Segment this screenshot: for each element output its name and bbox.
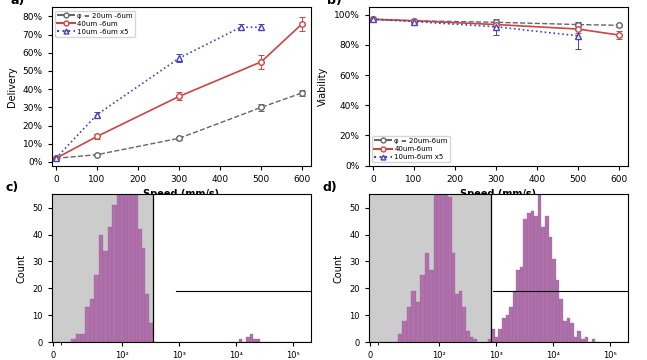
Bar — [146, 294, 149, 342]
Bar — [560, 299, 563, 342]
Bar — [239, 339, 243, 342]
Bar — [459, 291, 463, 342]
Text: a): a) — [10, 0, 25, 7]
Bar — [466, 331, 470, 342]
Bar — [470, 337, 473, 342]
Bar — [76, 334, 80, 342]
Legend: φ = 20um-6um, 40um-6um, 10um-6um x5: φ = 20um-6um, 40um-6um, 10um-6um x5 — [372, 136, 450, 162]
Bar — [570, 323, 574, 342]
Bar — [415, 302, 420, 342]
Bar — [103, 251, 107, 342]
Bar — [94, 275, 98, 342]
Bar — [250, 334, 253, 342]
Bar — [135, 167, 138, 342]
Bar — [149, 323, 153, 342]
Bar — [473, 339, 477, 342]
Bar — [574, 337, 577, 342]
Bar — [523, 219, 527, 342]
Y-axis label: Count: Count — [17, 254, 27, 283]
Bar — [463, 307, 466, 342]
Bar — [138, 229, 142, 342]
Bar — [116, 6, 120, 342]
Bar — [549, 237, 552, 342]
Bar — [411, 291, 415, 342]
Bar — [424, 253, 429, 342]
Bar — [448, 197, 452, 342]
Text: d): d) — [322, 181, 337, 194]
Bar — [545, 216, 549, 342]
Bar — [531, 211, 534, 342]
Bar — [120, 58, 124, 342]
Bar — [516, 270, 520, 342]
Bar — [142, 248, 146, 342]
Bar — [429, 270, 433, 342]
Bar — [257, 339, 260, 342]
Bar — [592, 339, 595, 342]
Bar — [581, 339, 584, 342]
Bar — [71, 339, 76, 342]
Bar — [509, 307, 512, 342]
Bar — [512, 291, 516, 342]
Bar — [52, 194, 153, 342]
Bar — [491, 194, 628, 342]
Bar — [552, 259, 556, 342]
Bar — [534, 216, 538, 342]
Y-axis label: Viability: Viability — [318, 67, 328, 106]
Bar — [444, 141, 448, 342]
Bar — [491, 329, 495, 342]
Bar — [520, 267, 523, 342]
Bar — [433, 173, 437, 342]
Bar — [85, 307, 89, 342]
Bar — [584, 337, 588, 342]
Bar — [495, 337, 498, 342]
Y-axis label: Delivery: Delivery — [7, 66, 17, 107]
Text: b): b) — [327, 0, 342, 7]
Bar — [488, 339, 491, 342]
Bar — [452, 253, 455, 342]
Bar — [556, 280, 560, 342]
Bar — [98, 235, 103, 342]
Bar — [89, 299, 94, 342]
Bar — [369, 194, 491, 342]
Y-axis label: Count: Count — [334, 254, 344, 283]
Bar — [538, 186, 542, 342]
Bar — [124, 0, 127, 342]
Bar — [441, 184, 444, 342]
Bar — [420, 275, 424, 342]
Bar — [80, 334, 85, 342]
Bar — [397, 334, 402, 342]
Bar — [577, 331, 581, 342]
Bar — [107, 226, 112, 342]
Bar — [246, 337, 250, 342]
X-axis label: Speed (mm/s): Speed (mm/s) — [460, 189, 536, 199]
Bar — [406, 307, 411, 342]
Bar — [505, 315, 509, 342]
Text: c): c) — [5, 181, 18, 194]
X-axis label: Speed (mm/s): Speed (mm/s) — [143, 189, 219, 199]
Bar — [112, 205, 116, 342]
Bar — [437, 165, 441, 342]
Bar — [542, 226, 545, 342]
Bar — [253, 339, 257, 342]
Bar — [131, 58, 135, 342]
Bar — [567, 318, 570, 342]
Bar — [455, 294, 459, 342]
Bar — [527, 213, 531, 342]
Legend: φ = 20um -6um, 40um -6um, 10um -6um x5: φ = 20um -6um, 40um -6um, 10um -6um x5 — [55, 11, 135, 37]
Bar — [502, 318, 505, 342]
Bar — [563, 320, 567, 342]
Bar — [498, 329, 502, 342]
Bar — [402, 320, 406, 342]
Bar — [153, 194, 311, 342]
Bar — [127, 33, 131, 342]
